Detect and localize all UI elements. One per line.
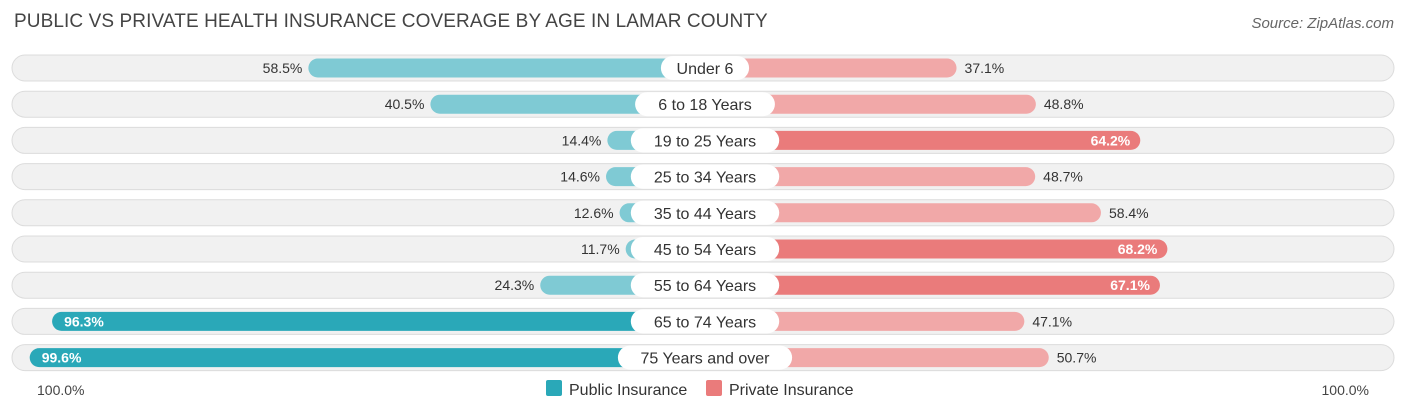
chart-source: Source: ZipAtlas.com <box>1251 15 1394 32</box>
value-label-private: 37.1% <box>965 60 1005 76</box>
category-label: 55 to 64 Years <box>654 278 756 295</box>
bar-private <box>705 58 957 78</box>
category-label: 75 Years and over <box>641 351 771 368</box>
category-pill <box>630 273 780 298</box>
axis-labels: 100.0% 100.0% <box>37 382 1369 398</box>
bar-private <box>705 203 1101 223</box>
category-label: 19 to 25 Years <box>654 133 756 150</box>
bar-private <box>705 275 1160 295</box>
category-label: 25 to 34 Years <box>654 170 756 187</box>
category-label: Under 6 <box>677 61 734 78</box>
category-pill <box>630 128 780 153</box>
value-label-public: 96.3% <box>64 313 104 329</box>
bar-public <box>29 348 706 368</box>
category-pill <box>630 237 780 261</box>
value-label-private: 48.8% <box>1044 96 1084 112</box>
value-label-public: 14.6% <box>560 169 600 185</box>
category-pill <box>630 309 780 334</box>
category-pill <box>635 92 775 117</box>
axis-right-label: 100.0% <box>1322 382 1369 398</box>
category-label: 6 to 18 Years <box>658 97 751 114</box>
bar-private <box>705 167 1036 187</box>
value-label-private: 48.7% <box>1043 169 1083 185</box>
value-label-private: 50.7% <box>1057 350 1097 366</box>
row-0: Under 6 58.5% 37.1% <box>11 54 1395 82</box>
bar-private <box>705 94 1036 114</box>
value-label-public: 24.3% <box>495 277 535 293</box>
value-label-private: 64.2% <box>1091 132 1131 148</box>
bar-private <box>705 130 1141 150</box>
bar-private <box>705 311 1025 331</box>
legend-swatch-private <box>706 380 722 396</box>
value-label-public: 58.5% <box>263 60 303 76</box>
value-label-public: 11.7% <box>581 241 620 257</box>
value-label-private: 58.4% <box>1109 205 1149 221</box>
row-7: 65 to 74 Years 96.3% 47.1% <box>11 307 1395 335</box>
bar-public <box>308 58 705 78</box>
row-8: 75 Years and over 99.6% 50.7% <box>11 344 1395 372</box>
value-label-public: 99.6% <box>42 350 82 366</box>
value-label-private: 67.1% <box>1110 277 1150 293</box>
axis-left-label: 100.0% <box>37 382 84 398</box>
value-label-public: 12.6% <box>574 205 614 221</box>
row-2: 19 to 25 Years 14.4% 64.2% <box>11 126 1395 154</box>
category-label: 45 to 54 Years <box>654 242 756 259</box>
row-4: 35 to 44 Years 12.6% 58.4% <box>11 199 1395 227</box>
legend: Public Insurance Private Insurance <box>546 380 854 399</box>
value-label-private: 47.1% <box>1032 313 1072 329</box>
category-label: 65 to 74 Years <box>654 314 756 331</box>
legend-label-public: Public Insurance <box>569 382 687 399</box>
category-label: 35 to 44 Years <box>654 206 756 223</box>
legend-label-private: Private Insurance <box>729 382 854 399</box>
category-pill <box>630 164 780 189</box>
chart-title: PUBLIC VS PRIVATE HEALTH INSURANCE COVER… <box>14 11 768 32</box>
category-pill <box>630 200 780 225</box>
legend-swatch-public <box>546 380 562 396</box>
value-label-private: 68.2% <box>1118 241 1158 257</box>
value-label-public: 14.4% <box>562 132 602 148</box>
row-5: 45 to 54 Years 11.7% 68.2% <box>11 235 1395 263</box>
bar-public <box>52 311 705 331</box>
row-3: 25 to 34 Years 14.6% 48.7% <box>11 163 1395 191</box>
category-pill <box>617 345 793 370</box>
bar-private <box>705 239 1168 259</box>
row-1: 6 to 18 Years 40.5% 48.8% <box>11 90 1395 118</box>
chart-rows: Under 6 58.5% 37.1% 6 to 18 Years 40.5% 48.8%… <box>11 54 1395 372</box>
row-6: 55 to 64 Years 24.3% 67.1% <box>11 271 1395 299</box>
category-pill <box>660 56 750 80</box>
value-label-public: 40.5% <box>385 96 425 112</box>
